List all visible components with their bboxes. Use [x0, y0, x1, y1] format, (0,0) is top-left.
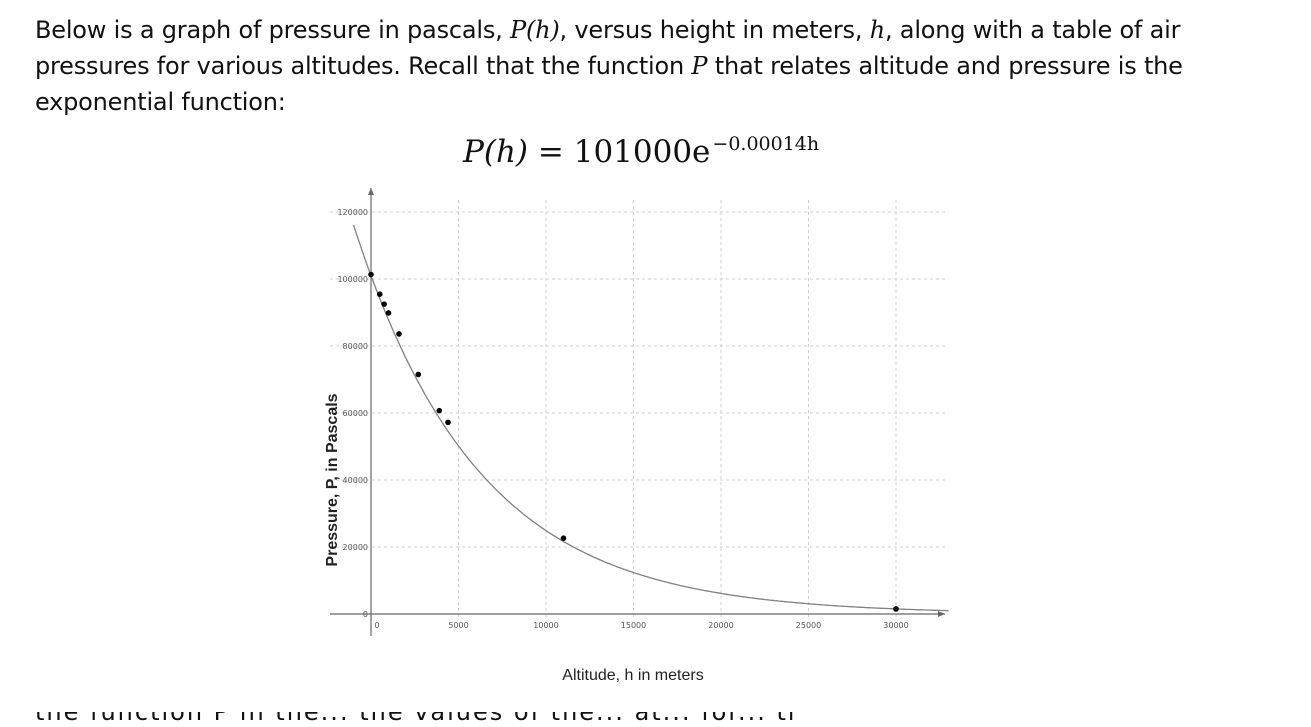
data-point	[381, 301, 387, 307]
math-h: h	[869, 16, 885, 44]
x-tick-label: 20000	[708, 621, 733, 630]
data-point	[560, 535, 567, 541]
x-tick-label: 15000	[621, 621, 646, 630]
data-point	[368, 271, 374, 278]
data-point	[415, 371, 422, 378]
grid-lines	[330, 200, 945, 620]
formula-lhs: P(h)	[463, 134, 529, 170]
intro-part-4: that relates altitude and pressure is th…	[35, 52, 1183, 116]
intro-part-3: , along with a table of air pressures fo…	[35, 16, 1181, 80]
data-point	[376, 291, 383, 298]
x-axis-label: Altitude, h in meters	[562, 667, 703, 684]
y-tick-label: 60000	[343, 409, 368, 418]
data-point	[436, 407, 443, 414]
y-axis-arrow	[368, 188, 374, 195]
formula-exponent: −0.00014h	[712, 133, 820, 155]
x-tick-label: 25000	[796, 621, 821, 630]
data-point	[396, 331, 402, 337]
data-points	[368, 271, 899, 612]
pressure-formula: P(h) = 101000e −0.00014h	[463, 128, 819, 176]
data-point	[893, 606, 899, 612]
data-point	[385, 310, 392, 316]
x-tick-label: 10000	[533, 621, 558, 630]
intro-part-2: , versus height in meters,	[559, 16, 870, 44]
cut-off-text: the function P in the... the values of t…	[35, 712, 795, 727]
exponential-curve	[352, 224, 949, 612]
y-axis-label: Pressure, P, in Pascals	[324, 393, 341, 566]
y-tick-label: 80000	[343, 342, 368, 351]
y-tick-label: 120000	[337, 208, 368, 217]
question-intro: Below is a graph of pressure in pascals,…	[35, 12, 1275, 120]
x-tick-label: 30000	[883, 621, 908, 630]
y-tick-label: 20000	[343, 543, 368, 552]
y-tick-label: 0	[363, 610, 368, 619]
formula-base: 101000e	[573, 134, 711, 170]
chart-axes	[330, 188, 945, 636]
data-point	[445, 419, 451, 426]
x-tick-label: 5000	[448, 621, 468, 630]
x-tick-label: 0	[374, 621, 379, 630]
formula-equals: =	[537, 134, 564, 170]
y-tick-label: 100000	[337, 275, 368, 284]
intro-part-1: Below is a graph of pressure in pascals,	[35, 16, 510, 44]
cut-off-text-line: the function P in the... the values of t…	[35, 712, 795, 726]
y-tick-label: 40000	[343, 476, 368, 485]
math-p-of-h: P(h)	[510, 16, 560, 44]
x-axis-arrow	[938, 611, 945, 617]
tick-labels: 0 5000 10000 15000 20000 25000 30000 0 20000 4000…	[337, 208, 908, 630]
math-p: P	[691, 52, 708, 80]
